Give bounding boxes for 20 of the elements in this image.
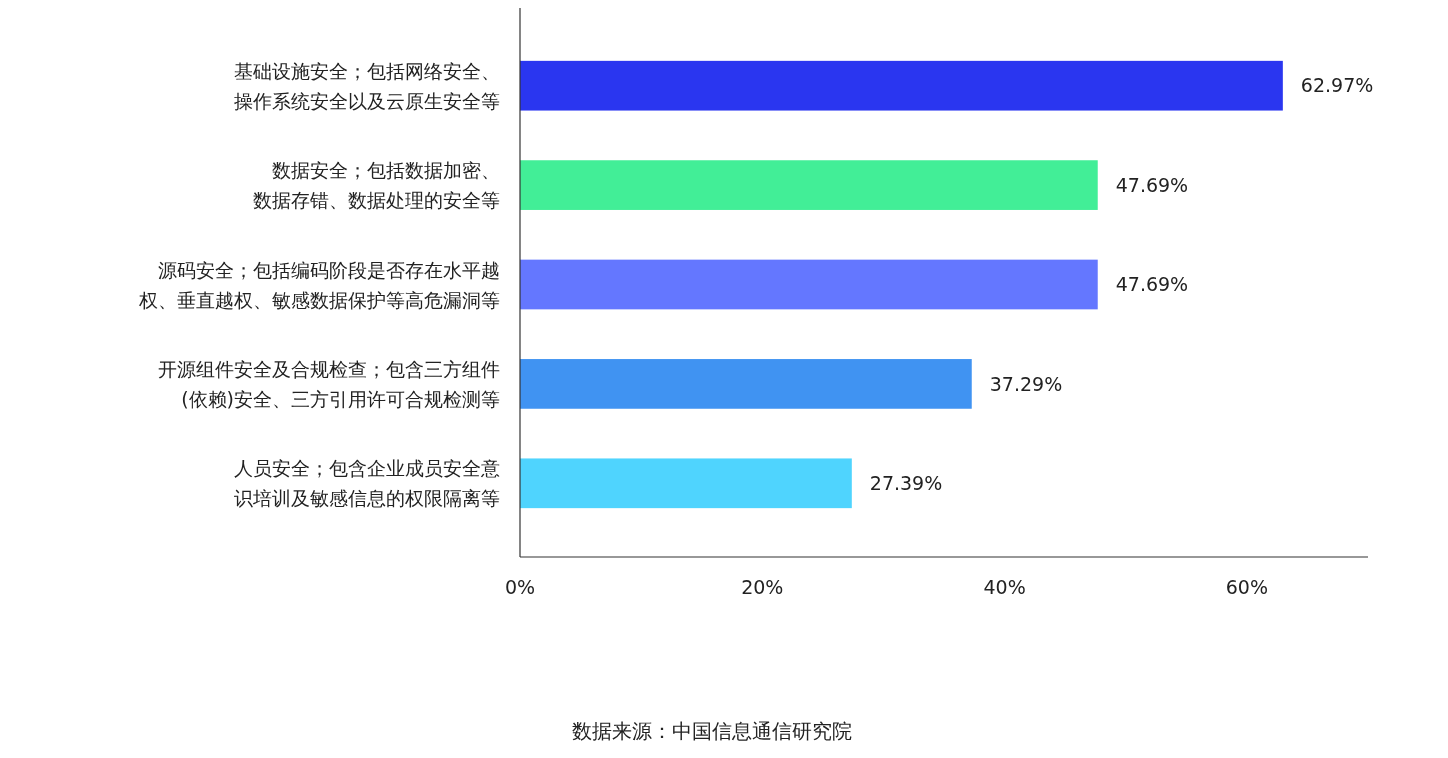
data-label: 62.97% [1300, 74, 1374, 97]
data-label: 37.29% [989, 372, 1063, 395]
source-note: 数据来源：中国信息通信研究院 [572, 719, 852, 743]
data-label: 47.69% [1115, 173, 1189, 196]
y-tick-label: 数据安全；包括数据加密、数据存错、数据处理的安全等 [253, 159, 500, 212]
x-tick-label: 0% [504, 576, 536, 598]
y-tick-label: 源码安全；包括编码阶段是否存在水平越权、垂直越权、敏感数据保护等高危漏洞等 [138, 258, 500, 311]
x-tick-label: 20% [741, 576, 784, 598]
y-tick-label: 人员安全；包含企业成员安全意识培训及敏感信息的权限隔离等 [234, 457, 500, 510]
y-tick-label: 基础设施安全；包括网络安全、操作系统安全以及云原生安全等 [234, 59, 500, 112]
bar [520, 359, 972, 409]
y-tick-label: 开源组件安全及合规检查；包含三方组件(依赖)安全、三方引用许可合规检测等 [158, 357, 500, 410]
bar [520, 458, 852, 509]
data-label: 27.39% [869, 471, 943, 494]
x-tick-label: 60% [1225, 576, 1268, 598]
data-label: 47.69% [1115, 273, 1189, 296]
bar [520, 60, 1283, 111]
bar [520, 259, 1098, 310]
x-tick-label: 40% [983, 576, 1026, 598]
bar [520, 160, 1098, 210]
